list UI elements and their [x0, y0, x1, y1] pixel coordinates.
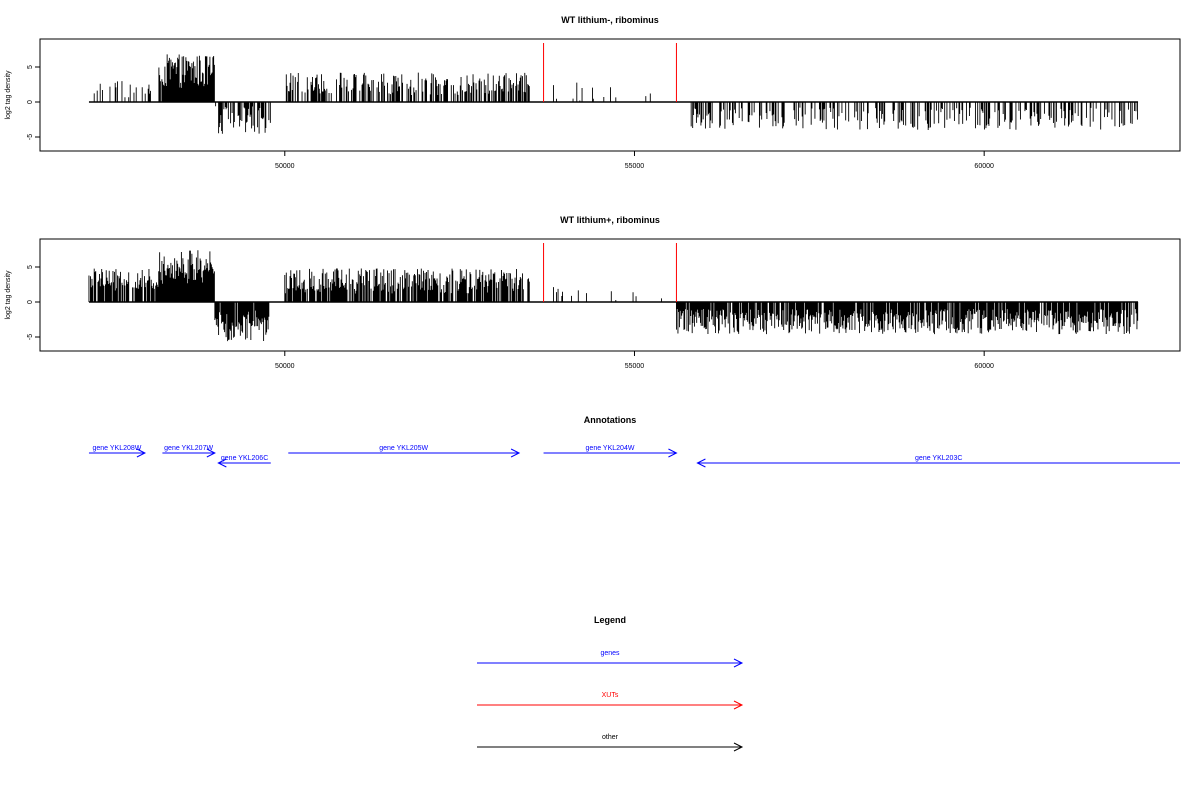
legend-title: Legend	[594, 615, 626, 625]
gene-arrow: gene YKL207W	[162, 445, 216, 458]
gene-label: gene YKL206C	[221, 455, 268, 462]
legend-panel: Legend genes XUTs other	[477, 615, 744, 752]
gene-label: gene YKL205W	[379, 445, 428, 452]
x-tick-label: 50000	[275, 163, 295, 170]
y-tick-label: -5	[27, 134, 34, 140]
legend-item: genes	[477, 650, 744, 668]
gene-arrow-head	[668, 448, 678, 458]
signal-bars	[88, 54, 1139, 134]
x-tick-label: 60000	[974, 163, 994, 170]
x-tick-label: 55000	[625, 363, 645, 370]
track-title: WT lithium+, ribominus	[560, 215, 660, 225]
legend-item: XUTs	[477, 692, 744, 710]
axes: 50000 55000 60000 -5 0 5	[27, 65, 994, 170]
gene-label: gene YKL207W	[164, 445, 213, 452]
gene-label: gene YKL208W	[92, 445, 141, 452]
y-tick-label: 0	[27, 300, 34, 304]
legend-arrow-head	[733, 658, 744, 668]
gene-arrow-head	[510, 448, 521, 458]
xut-highlight-lines	[543, 43, 677, 102]
gene-arrow-head	[136, 448, 147, 458]
plot-frame	[39, 238, 1181, 352]
gene-arrow: gene YKL204W	[543, 445, 678, 458]
plot-frame	[39, 38, 1181, 152]
y-axis-label: log2 tag density	[5, 270, 12, 320]
legend-item: other	[477, 734, 744, 752]
track-title: WT lithium-, ribominus	[561, 15, 659, 25]
legend-label: XUTs	[602, 692, 619, 699]
gene-label: gene YKL204W	[586, 445, 635, 452]
gene-arrow: gene YKL206C	[217, 455, 271, 468]
y-tick-label: 5	[27, 265, 34, 269]
gene-arrow-head	[206, 448, 216, 458]
legend-arrow-head	[733, 700, 744, 710]
track-panel-lithium-minus: WT lithium-, ribominus log2 tag density …	[5, 15, 1181, 170]
track-panel-lithium-plus: WT lithium+, ribominus log2 tag density …	[5, 215, 1181, 370]
gene-arrow: gene YKL205W	[288, 445, 521, 458]
signal-bar-path	[88, 250, 1139, 342]
xut-highlight-lines	[543, 243, 677, 302]
axes: 50000 55000 60000 -5 0 5	[27, 265, 994, 370]
gene-label: gene YKL203C	[915, 455, 962, 462]
y-tick-label: 5	[27, 65, 34, 69]
legend-label: genes	[600, 650, 620, 657]
gene-arrow-head	[217, 458, 227, 468]
gene-arrow-head	[696, 458, 706, 468]
x-tick-label: 50000	[275, 363, 295, 370]
y-tick-label: 0	[27, 100, 34, 104]
y-axis-label: log2 tag density	[5, 70, 12, 120]
legend-items: genes XUTs other	[477, 650, 744, 752]
legend-label: other	[602, 734, 619, 741]
legend-arrow-head	[733, 742, 744, 752]
x-tick-label: 55000	[625, 163, 645, 170]
signal-bars	[88, 250, 1139, 342]
gene-arrow: gene YKL203C	[696, 455, 1180, 468]
x-tick-label: 60000	[974, 363, 994, 370]
gene-arrow: gene YKL208W	[88, 445, 147, 458]
annotations-title: Annotations	[584, 415, 637, 425]
y-tick-label: -5	[27, 334, 34, 340]
annotations-panel: Annotations gene YKL208W gene YKL207Wgene…	[88, 415, 1180, 468]
signal-bar-path	[93, 54, 1138, 134]
gene-arrows: gene YKL208W gene YKL207W gene YKL206C gene…	[88, 445, 1180, 468]
